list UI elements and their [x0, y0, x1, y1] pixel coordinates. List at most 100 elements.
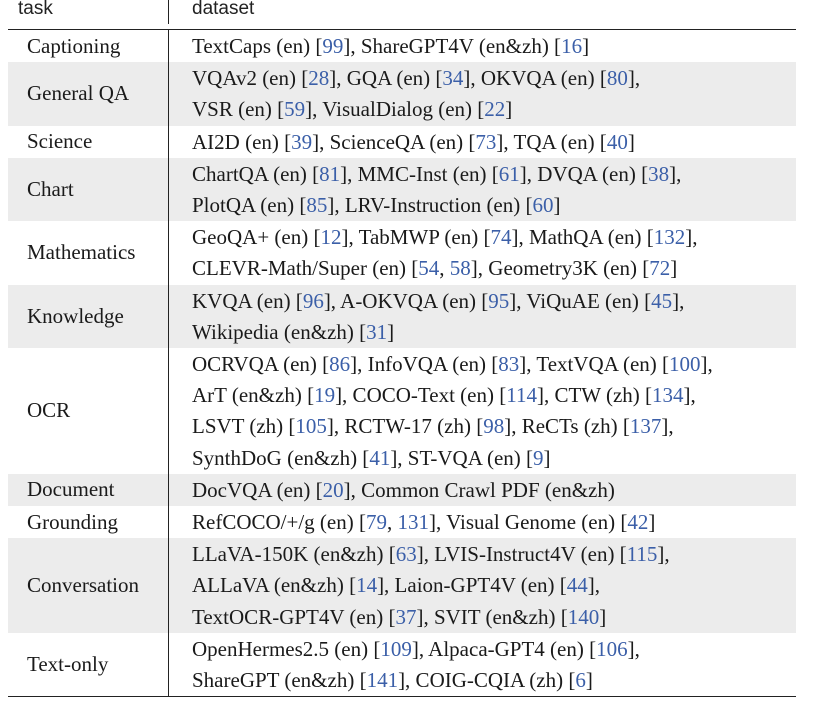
dataset-line: ChartQA (en) [81], MMC-Inst (en) [61], D…	[192, 161, 682, 186]
task-cell: Knowledge	[8, 284, 169, 349]
citation-link[interactable]: 72	[649, 256, 671, 281]
citation-link[interactable]: 79	[365, 510, 387, 535]
dataset-line: DocVQA (en) [20], Common Crawl PDF (en&z…	[192, 477, 615, 502]
dataset-line: Wikipedia (en&zh) [31]	[192, 319, 395, 344]
citation-link[interactable]: 45	[651, 288, 673, 313]
citation-link[interactable]: 20	[322, 477, 344, 502]
task-cell: Science	[8, 125, 169, 158]
citation-link[interactable]: 105	[295, 414, 327, 439]
table-row: Grounding RefCOCO/+/g (en) [79, 131], Vis…	[8, 506, 796, 539]
header-dataset: dataset	[192, 0, 255, 19]
dataset-line: ALLaVA (en&zh) [14], Laion-GPT4V (en) [4…	[192, 573, 601, 598]
task-cell: Text-only	[8, 632, 169, 697]
citation-link[interactable]: 114	[506, 383, 537, 408]
citation-link[interactable]: 63	[395, 542, 417, 567]
citation-link[interactable]: 38	[648, 161, 670, 186]
dataset-cell: AI2D (en) [39], ScienceQA (en) [73], TQA…	[169, 126, 796, 158]
citation-link[interactable]: 58	[449, 256, 471, 281]
table-row: General QA VQAv2 (en) [28], GQA (en) [34]…	[8, 62, 796, 126]
dataset-line: SynthDoG (en&zh) [41], ST-VQA (en) [9]	[192, 445, 551, 470]
dataset-cell: KVQA (en) [96], A-OKVQA (en) [95], ViQuA…	[169, 285, 796, 348]
dataset-line: OpenHermes2.5 (en) [109], Alpaca-GPT4 (e…	[192, 636, 640, 661]
dataset-line: KVQA (en) [96], A-OKVQA (en) [95], ViQuA…	[192, 288, 685, 313]
citation-link[interactable]: 22	[484, 97, 506, 122]
citation-link[interactable]: 42	[627, 510, 649, 535]
citation-link[interactable]: 9	[533, 445, 544, 470]
dataset-line: VQAv2 (en) [28], GQA (en) [34], OKVQA (e…	[192, 66, 641, 91]
citation-link[interactable]: 60	[532, 193, 554, 218]
dataset-line: CLEVR-Math/Super (en) [54, 58], Geometry…	[192, 256, 678, 281]
citation-link[interactable]: 16	[561, 34, 583, 58]
citation-link[interactable]: 83	[498, 352, 520, 377]
citation-link[interactable]: 12	[320, 225, 342, 250]
citation-link[interactable]: 31	[366, 319, 388, 344]
citation-link[interactable]: 98	[483, 414, 505, 439]
header-task: task	[8, 0, 169, 24]
citation-link[interactable]: 54	[418, 256, 440, 281]
citation-link[interactable]: 6	[575, 668, 586, 693]
citation-link[interactable]: 106	[596, 636, 628, 661]
table-row: Document DocVQA (en) [20], Common Crawl P…	[8, 473, 796, 507]
citation-link[interactable]: 134	[652, 383, 684, 408]
citation-link[interactable]: 61	[498, 161, 520, 186]
dataset-line: ShareGPT (en&zh) [141], COIG-CQIA (zh) […	[192, 668, 593, 693]
table-row: Captioning TextCaps (en) [99], ShareGPT4V…	[8, 30, 796, 63]
citation-link[interactable]: 39	[291, 129, 313, 154]
table-row: Text-only OpenHermes2.5 (en) [109], Alpac…	[8, 632, 796, 697]
dataset-cell: VQAv2 (en) [28], GQA (en) [34], OKVQA (e…	[169, 62, 796, 125]
dataset-line: ArT (en&zh) [19], COCO-Text (en) [114], …	[192, 383, 696, 408]
dataset-line: TextCaps (en) [99], ShareGPT4V (en&zh) […	[192, 34, 590, 58]
task-cell: Document	[8, 473, 169, 507]
citation-link[interactable]: 140	[567, 604, 600, 629]
table-row: Chart ChartQA (en) [81], MMC-Inst (en) [6…	[8, 157, 796, 222]
table-row: Mathematics GeoQA+ (en) [12], TabMWP (en)…	[8, 221, 796, 285]
dataset-cell: GeoQA+ (en) [12], TabMWP (en) [74], Math…	[169, 221, 796, 284]
citation-link[interactable]: 19	[314, 383, 336, 408]
citation-link[interactable]: 95	[488, 288, 510, 313]
task-cell: Chart	[8, 157, 169, 222]
citation-link[interactable]: 115	[626, 542, 658, 567]
task-cell: General QA	[8, 62, 169, 126]
citation-link[interactable]: 73	[475, 129, 497, 154]
citation-link[interactable]: 41	[369, 445, 391, 470]
citation-link[interactable]: 86	[329, 352, 351, 377]
table-row: Knowledge KVQA (en) [96], A-OKVQA (en) [9…	[8, 284, 796, 349]
dataset-cell: DocVQA (en) [20], Common Crawl PDF (en&z…	[169, 474, 796, 506]
dataset-line: PlotQA (en) [85], LRV-Instruction (en) […	[192, 193, 561, 218]
dataset-table: task dataset Captioning TextCaps (en) [99…	[8, 0, 796, 698]
citation-link[interactable]: 74	[490, 225, 512, 250]
citation-link[interactable]: 80	[606, 66, 628, 91]
citation-link[interactable]: 14	[356, 573, 378, 598]
dataset-line: AI2D (en) [39], ScienceQA (en) [73], TQA…	[192, 129, 635, 154]
citation-link[interactable]: 44	[566, 573, 588, 598]
table-row: Science AI2D (en) [39], ScienceQA (en) [7…	[8, 125, 796, 158]
table-header: task dataset	[8, 0, 796, 30]
dataset-cell: OCRVQA (en) [86], InfoVQA (en) [83], Tex…	[169, 348, 796, 474]
citation-link[interactable]: 59	[284, 97, 306, 122]
table-row: Conversation LLaVA-150K (en&zh) [63], LVI…	[8, 538, 796, 633]
citation-link[interactable]: 40	[606, 129, 628, 154]
dataset-line: OCRVQA (en) [86], InfoVQA (en) [83], Tex…	[192, 352, 713, 377]
citation-link[interactable]: 34	[442, 66, 464, 91]
table-body: Captioning TextCaps (en) [99], ShareGPT4V…	[8, 30, 796, 698]
citation-link[interactable]: 131	[397, 510, 429, 535]
citation-link[interactable]: 96	[302, 288, 324, 313]
citation-link[interactable]: 37	[395, 604, 417, 629]
citation-link[interactable]: 109	[380, 636, 412, 661]
citation-link[interactable]: 137	[629, 414, 662, 439]
citation-link[interactable]: 28	[308, 66, 330, 91]
task-cell: Grounding	[8, 506, 169, 539]
citation-link[interactable]: 81	[319, 161, 341, 186]
task-cell: OCR	[8, 348, 169, 474]
citation-link[interactable]: 141	[366, 668, 399, 693]
dataset-line: GeoQA+ (en) [12], TabMWP (en) [74], Math…	[192, 225, 698, 250]
citation-link[interactable]: 100	[669, 352, 701, 377]
dataset-line: TextOCR-GPT4V (en) [37], SVIT (en&zh) [1…	[192, 604, 607, 629]
table-row: OCR OCRVQA (en) [86], InfoVQA (en) [83], …	[8, 348, 796, 474]
citation-link[interactable]: 85	[306, 193, 328, 218]
dataset-line: RefCOCO/+/g (en) [79, 131], Visual Genom…	[192, 510, 656, 535]
citation-link[interactable]: 132	[653, 225, 686, 250]
citation-link[interactable]: 99	[322, 34, 344, 58]
dataset-cell: ChartQA (en) [81], MMC-Inst (en) [61], D…	[169, 158, 796, 221]
dataset-line: VSR (en) [59], VisualDialog (en) [22]	[192, 97, 513, 122]
